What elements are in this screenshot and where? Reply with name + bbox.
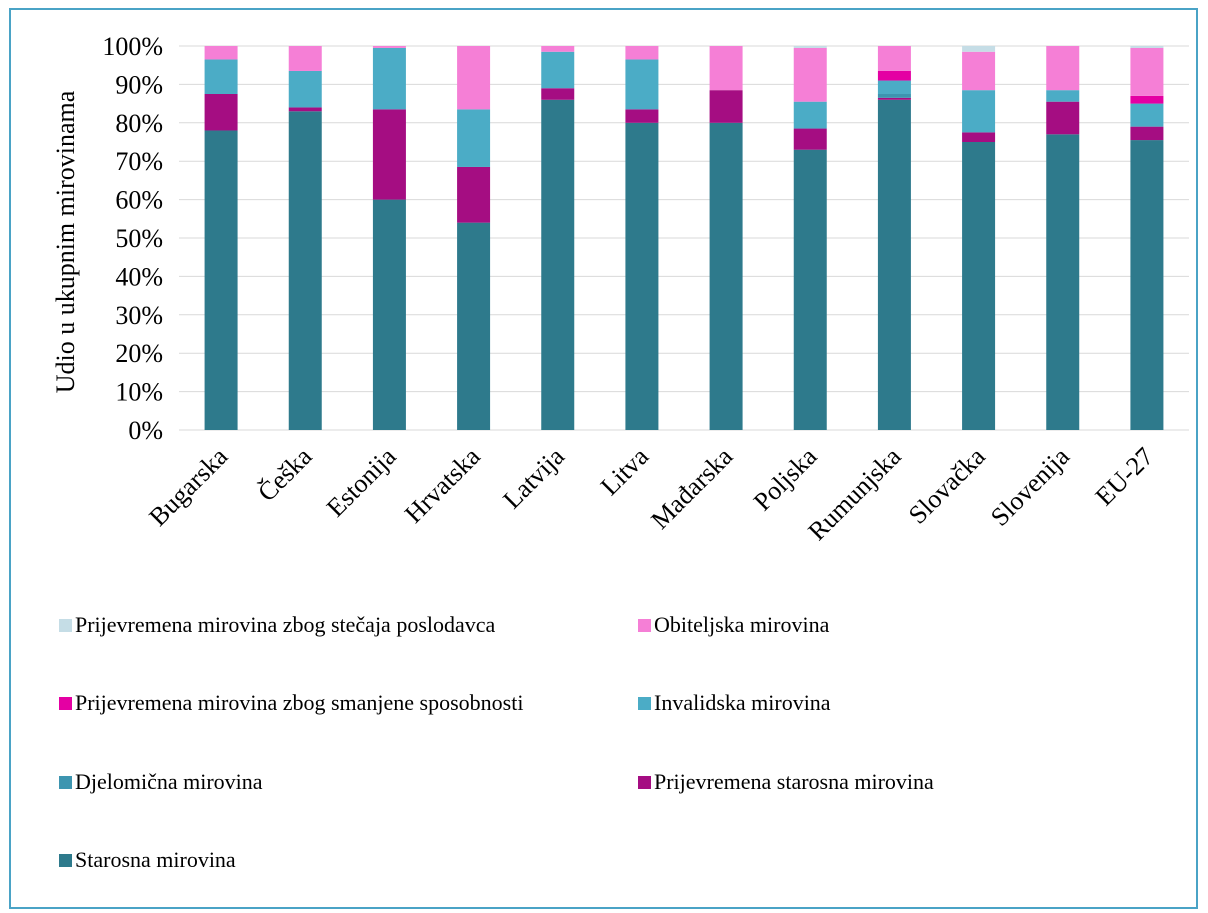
bar-segment — [1130, 46, 1164, 48]
bar-segment — [372, 199, 406, 430]
bar-segment — [1130, 103, 1164, 127]
bar-segment — [793, 149, 827, 430]
bar-segment — [457, 46, 491, 110]
y-tick-label: 0% — [128, 416, 163, 445]
legend-label: Prijevremena mirovina zbog stečaja poslo… — [75, 612, 496, 637]
bar-segment — [625, 59, 659, 110]
bar-segment — [457, 166, 491, 223]
bar-segment — [457, 222, 491, 430]
bar-segment — [962, 51, 996, 91]
legend: Prijevremena mirovina zbog stečaja poslo… — [59, 612, 934, 872]
bar-segment — [625, 122, 659, 431]
bar-segment — [1046, 101, 1080, 135]
bar-segment — [793, 101, 827, 129]
bar-segment — [877, 46, 911, 71]
y-tick-label: 50% — [115, 224, 163, 253]
legend-swatch — [638, 776, 651, 789]
y-axis-ticks: 0% 10% 20% 30% 40% 50% 60% 70% 80% 90% 100% — [102, 32, 163, 445]
bar-segment — [1130, 95, 1164, 104]
bar-segment — [625, 46, 659, 60]
legend-swatch — [59, 854, 72, 867]
bar-segment — [1130, 47, 1164, 96]
chart-frame: 0% 10% 20% 30% 40% 50% 60% 70% 80% 90% 100% Bugars… — [9, 8, 1198, 909]
bar-segment — [288, 46, 322, 71]
y-tick-label: 40% — [115, 262, 163, 291]
bar-segment — [709, 46, 743, 91]
x-tick-label: Češka — [252, 441, 318, 507]
x-tick-label: Poljska — [748, 441, 823, 516]
y-tick-label: 100% — [102, 32, 163, 61]
legend-swatch — [59, 697, 72, 710]
bar-segment — [1046, 46, 1080, 91]
x-tick-label: Estonija — [321, 441, 402, 522]
bar-segment — [1130, 140, 1164, 430]
bar-segment — [372, 47, 406, 110]
legend-label: Prijevremena starosna mirovina — [654, 769, 934, 794]
x-tick-label: Rumunjska — [802, 441, 907, 546]
bar-segment — [709, 90, 743, 123]
y-tick-label: 30% — [115, 301, 163, 330]
y-tick-label: 20% — [115, 339, 163, 368]
x-tick-label: Litva — [595, 441, 655, 501]
legend-label: Invalidska mirovina — [654, 690, 831, 715]
bar-segment — [962, 142, 996, 430]
x-tick-label: Bugarska — [143, 441, 233, 531]
y-axis-label: Udio u ukupnim mirovinama — [51, 90, 80, 393]
bar-segment — [625, 109, 659, 123]
stacked-bar-chart: 0% 10% 20% 30% 40% 50% 60% 70% 80% 90% 100% Bugars… — [51, 32, 1189, 872]
bar-segment — [1046, 134, 1080, 430]
bar-segment — [877, 97, 911, 100]
legend-label: Prijevremena mirovina zbog smanjene spos… — [75, 690, 523, 715]
y-tick-label: 90% — [115, 70, 163, 99]
bar-segment — [457, 109, 491, 167]
bar-segment — [709, 122, 743, 431]
bar-segment — [204, 130, 238, 430]
bar-segment — [1046, 90, 1080, 102]
legend-swatch — [638, 697, 651, 710]
bar-segment — [793, 47, 827, 102]
bars — [204, 46, 1164, 431]
bar-segment — [288, 111, 322, 430]
bar-segment — [372, 109, 406, 200]
bar-segment — [541, 88, 575, 100]
y-tick-label: 70% — [115, 147, 163, 176]
y-tick-label: 10% — [115, 378, 163, 407]
bar-segment — [1130, 126, 1164, 141]
bar-segment — [204, 46, 238, 60]
bar-segment — [204, 94, 238, 131]
legend-label: Djelomična mirovina — [75, 769, 263, 794]
x-tick-label: Hrvatska — [399, 441, 486, 528]
x-tick-label: EU-27 — [1090, 442, 1160, 512]
legend-label: Starosna mirovina — [75, 847, 236, 872]
x-tick-label: Mađarska — [645, 441, 738, 534]
legend-label: Obiteljska mirovina — [654, 612, 830, 637]
y-tick-label: 80% — [115, 109, 163, 138]
x-tick-label: Slovenija — [985, 441, 1075, 531]
bar-segment — [877, 80, 911, 94]
y-tick-label: 60% — [115, 186, 163, 215]
gridlines — [179, 45, 1189, 431]
bar-segment — [288, 107, 322, 112]
bar-segment — [962, 90, 996, 133]
bar-segment — [793, 128, 827, 150]
bar-segment — [962, 132, 996, 142]
x-tick-label: Slovačka — [903, 441, 991, 529]
bar-segment — [372, 46, 406, 48]
bar-segment — [877, 99, 911, 430]
x-tick-label: Latvija — [497, 441, 570, 514]
bar-segment — [541, 46, 575, 52]
legend-swatch — [59, 619, 72, 632]
bar-segment — [288, 70, 322, 108]
bar-segment — [541, 51, 575, 89]
bar-segment — [204, 59, 238, 94]
bar-segment — [962, 46, 996, 52]
bar-segment — [793, 46, 827, 48]
bar-segment — [877, 70, 911, 81]
bar-segment — [541, 99, 575, 430]
bar-segment — [877, 94, 911, 98]
legend-swatch — [59, 776, 72, 789]
legend-swatch — [638, 619, 651, 632]
